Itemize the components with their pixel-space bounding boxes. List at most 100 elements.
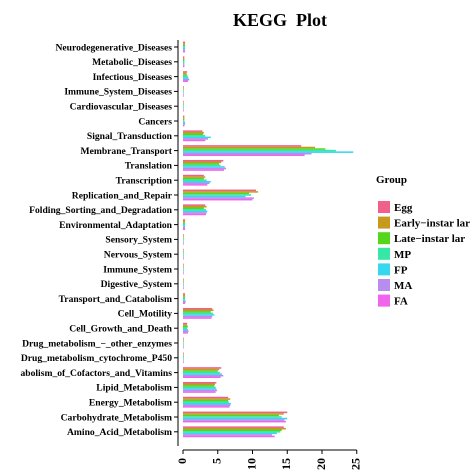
bar xyxy=(183,432,277,435)
legend-label: Egg xyxy=(394,202,413,214)
bar xyxy=(183,115,185,118)
bar xyxy=(183,121,186,124)
bar xyxy=(183,370,218,372)
legend-swatch xyxy=(378,279,390,291)
bar xyxy=(183,355,184,358)
bar xyxy=(183,330,189,333)
bar xyxy=(183,117,185,119)
bar xyxy=(183,243,184,245)
bar xyxy=(183,416,282,418)
bar xyxy=(183,74,188,76)
bar xyxy=(183,219,186,221)
legend-label: MP xyxy=(394,249,411,261)
bar xyxy=(183,269,184,272)
bar xyxy=(183,286,184,288)
bar xyxy=(183,389,218,392)
bar xyxy=(183,204,206,206)
category-label: Metabolic_Diseases xyxy=(92,57,172,68)
bar xyxy=(183,102,184,104)
bar xyxy=(183,179,207,181)
bar xyxy=(183,85,184,88)
bar xyxy=(183,92,184,94)
category-label: Cardiovascular_Diseases xyxy=(70,102,173,113)
bar xyxy=(183,283,184,285)
x-tick-label: 25 xyxy=(349,458,363,470)
bar xyxy=(183,194,252,196)
category-label: Immune_System_Diseases xyxy=(64,87,172,98)
bar xyxy=(183,426,284,428)
bar xyxy=(183,345,184,347)
category-label: Membrane_Transport xyxy=(81,146,173,157)
category-label: Sensory_System xyxy=(105,235,172,246)
bar xyxy=(183,256,184,259)
bar xyxy=(183,222,186,224)
bar xyxy=(183,93,184,96)
bar xyxy=(183,272,184,275)
bar xyxy=(183,281,184,284)
bar xyxy=(183,383,215,386)
bar xyxy=(183,376,221,379)
bar xyxy=(183,297,186,300)
bar xyxy=(183,431,281,433)
bar xyxy=(183,205,207,208)
x-tick-label: 15 xyxy=(279,458,293,470)
bar xyxy=(183,388,217,390)
bar xyxy=(183,164,221,167)
x-tick-label: 0 xyxy=(175,458,189,464)
bar xyxy=(183,399,229,402)
bar xyxy=(183,90,184,93)
bar xyxy=(183,133,204,136)
bar xyxy=(183,373,222,375)
bar xyxy=(183,62,185,65)
bar xyxy=(183,213,206,216)
bar xyxy=(183,77,189,79)
bar xyxy=(183,309,214,312)
bar xyxy=(183,322,188,325)
plot-area xyxy=(174,40,354,446)
bar xyxy=(183,360,184,362)
bar xyxy=(183,419,285,421)
bar xyxy=(183,265,184,267)
bar xyxy=(183,47,186,50)
bar xyxy=(183,225,186,227)
bar xyxy=(183,314,215,316)
bar xyxy=(183,78,190,81)
x-tick-label: 20 xyxy=(314,458,328,470)
bar xyxy=(183,332,188,334)
bar xyxy=(183,106,184,109)
bar xyxy=(183,287,184,290)
bar xyxy=(183,340,184,343)
legend-title: Group xyxy=(376,174,407,186)
bar xyxy=(183,223,186,226)
bar xyxy=(183,361,184,364)
bar xyxy=(183,254,184,257)
category-label: Amino_Acid_Metabolism xyxy=(67,427,172,438)
bar xyxy=(183,296,186,298)
bar xyxy=(183,253,184,255)
bar xyxy=(183,220,186,223)
bar xyxy=(183,151,354,153)
bar xyxy=(183,414,279,417)
bar xyxy=(183,342,184,344)
bar xyxy=(183,271,184,273)
bar xyxy=(183,154,305,157)
legend-label: Late−instar lar xyxy=(394,233,465,245)
category-label: Cell_Motility xyxy=(118,309,173,320)
bar xyxy=(183,391,216,393)
bar xyxy=(183,300,186,303)
bar xyxy=(183,59,185,62)
bar xyxy=(183,368,220,371)
bar xyxy=(183,71,188,73)
bar xyxy=(183,49,186,51)
category-label: Cell_Growth_and_Death xyxy=(69,324,172,335)
category-label: Drug_metabolism_cytochrome_P450 xyxy=(21,353,172,364)
bar xyxy=(183,358,184,361)
bar xyxy=(183,417,288,420)
bar xyxy=(183,294,186,297)
bar xyxy=(183,124,185,127)
bar xyxy=(183,135,206,137)
category-label: Drug_metabolism_−_other_enzymes xyxy=(22,338,172,349)
bar xyxy=(183,149,336,152)
bar xyxy=(183,228,186,231)
